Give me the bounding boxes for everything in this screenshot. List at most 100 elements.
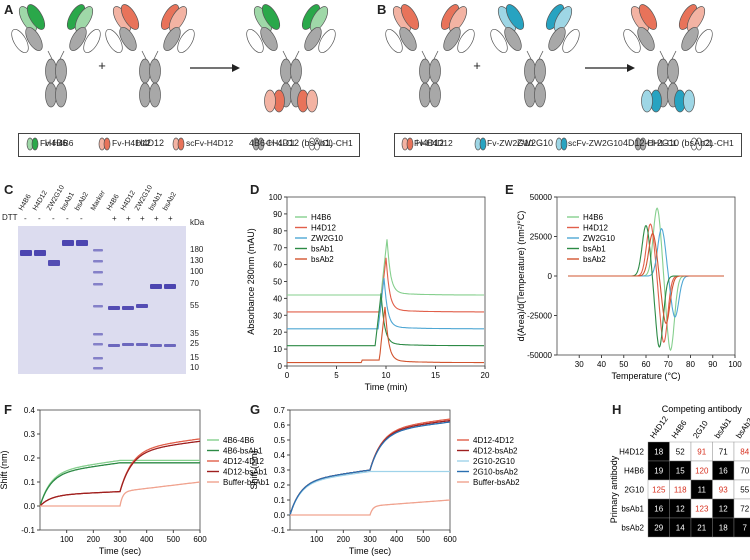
- legend-a-item-2: Fv-H4D12: [112, 138, 151, 148]
- chart-f-ytick-label: 0.0: [24, 502, 36, 511]
- kda-label: kDa: [190, 218, 205, 227]
- gel-dtt-sign: -: [66, 214, 69, 223]
- chart-h-cell: [733, 517, 750, 538]
- chart-g-ytick-label: 0.1: [274, 496, 286, 505]
- chart-g-legend-label: 2G10-2G10: [473, 457, 515, 466]
- legend-a-item-4: CH1-CL: [266, 138, 297, 148]
- gel-band: [93, 271, 103, 274]
- legend-b-item-5: CL-CH1: [703, 138, 734, 148]
- chart-f: 100 200 300 400 500 600 -0.1 0.0 0.1 0.2 0.3 0.4 Tim…: [0, 406, 270, 556]
- chart-f-ylabel: Shift (nm): [0, 450, 9, 489]
- ab-bsab1-hinge-left: [282, 50, 288, 60]
- chart-d-ytick-label: 70: [273, 244, 282, 253]
- chart-d-legend-label: H4B6: [311, 213, 332, 222]
- legend-b-icon-2-b: [479, 137, 487, 151]
- chart-h-cell-value: 91: [697, 448, 706, 457]
- chart-g-xtick-label: 600: [443, 535, 457, 544]
- chart-d-xtick-label: 0: [285, 371, 290, 380]
- chart-g-ytick-label: 0.7: [274, 406, 286, 415]
- ab-zw2g10-hinge-left: [526, 50, 532, 60]
- ab-bsab2-hinge-right: [671, 50, 677, 60]
- gel-marker-label: 180: [190, 245, 204, 254]
- chart-g-xlabel: Time (sec): [349, 546, 391, 556]
- legend-a-item-5: CL-CH1: [322, 138, 353, 148]
- chart-g-ytick-label: 0.6: [274, 421, 286, 430]
- ab-h4d12-fc-ch2-right: [149, 58, 161, 84]
- chart-f-line-4B6-bsAb1: [39, 462, 200, 507]
- legend-a-icon-1-b: [31, 137, 39, 151]
- chart-f-xlabel: Time (sec): [99, 546, 141, 556]
- ab-bsab1-fc-ch2-right: [290, 58, 302, 84]
- gel-marker-label: 35: [190, 329, 199, 338]
- chart-h-cell-value: 93: [719, 486, 728, 495]
- gel-dtt-sign: +: [168, 214, 173, 223]
- legend-b-icon-3-b: [560, 137, 568, 151]
- chart-h-cell-value: 19: [654, 467, 663, 476]
- gel-dtt-sign: -: [80, 214, 83, 223]
- chart-d-legend-label: H4D12: [311, 224, 336, 233]
- chart-g-line-4D12-4D12: [289, 418, 451, 516]
- legend-b-item-1: Fv-H4D12: [414, 138, 453, 148]
- chart-h-cell-value: 21: [697, 524, 706, 533]
- panel-a-plus: +: [98, 58, 106, 73]
- chart-d-ytick-label: 90: [273, 210, 282, 219]
- gel-band: [93, 305, 103, 308]
- ab-bsab2-hinge-left: [659, 50, 665, 60]
- gel-band: [164, 344, 176, 347]
- ab-bsab1-ch1-left: [260, 26, 278, 52]
- gel-band: [108, 306, 120, 310]
- ab-zw2g10-cl-left: [490, 28, 508, 54]
- chart-e-ytick-label: 25000: [530, 233, 553, 242]
- ab-h4d12-hinge-left: [141, 50, 147, 60]
- arrow-a-head: [232, 64, 240, 72]
- chart-d-xtick-label: 5: [334, 371, 339, 380]
- gel-dtt-sign: +: [126, 214, 131, 223]
- chart-g-legend-label: 2G10-bsAb2: [473, 468, 518, 477]
- ab-h4d12-b-hinge-right: [433, 50, 439, 60]
- chart-f-line-4B6-4B6: [39, 459, 200, 507]
- legend-a-item-3: scFv-H4D12: [186, 138, 234, 148]
- chart-f-ytick-label: 0.3: [24, 430, 36, 439]
- chart-h-ylabel: Primary antibody: [609, 455, 619, 523]
- panel-label-c: C: [4, 182, 14, 197]
- gel-band: [93, 333, 103, 336]
- chart-d-line-H4D12: [287, 257, 484, 313]
- ab-h4d12-heavy-left-tip: [120, 4, 140, 30]
- gel-marker-label: 15: [190, 353, 199, 362]
- chart-e-xtick-label: 100: [728, 360, 742, 369]
- chart-g-xtick-label: 400: [390, 535, 404, 544]
- legend-b-item-3: scFv-ZW2G10: [568, 138, 623, 148]
- panel-a-ab2-label: H4D12: [135, 138, 165, 148]
- legend-a-icon-5-b: [313, 137, 321, 151]
- gel-band: [150, 284, 162, 289]
- chart-f-xtick-label: 400: [140, 535, 154, 544]
- ab-h4d12-b-cl-right: [457, 28, 475, 54]
- gel-band: [108, 344, 120, 347]
- ab-bsab2-ch1-right: [681, 26, 699, 52]
- gel-band: [93, 249, 103, 252]
- panel-label-a: A: [4, 2, 14, 17]
- panel-label-f: F: [4, 402, 12, 417]
- chart-d-xtick-label: 15: [431, 371, 440, 380]
- chart-h-cell-value: 70: [740, 467, 749, 476]
- panel-b-legend: [394, 133, 742, 157]
- chart-h-cell-value: 12: [676, 505, 685, 514]
- ab-bsab2-fc-ch2-left: [657, 58, 669, 84]
- legend-b-item-4: CH1-CL: [647, 138, 678, 148]
- gel-band: [62, 240, 74, 246]
- chart-f-legend-label: 4D12-bsAb1: [223, 468, 268, 477]
- gel-band: [93, 260, 103, 263]
- chart-g: 100 200 300 400 500 600 -0.1 0.0 0.1 0.2 0.3 0.4 0.5…: [249, 406, 520, 556]
- chart-e-legend-label: bsAb1: [583, 245, 606, 254]
- chart-e-legend-label: ZW2G10: [583, 234, 616, 243]
- chart-g-legend-label: 4D12-4D12: [473, 436, 514, 445]
- ab-h4d12-b-cl-left: [385, 28, 403, 54]
- ab-h4d12-b-fc-ch3-left: [419, 82, 431, 108]
- gel-band: [93, 283, 103, 286]
- panel-a-legend: [18, 133, 360, 157]
- gel-band: [93, 367, 103, 370]
- chart-e-xtick-label: 80: [686, 360, 695, 369]
- panel-label-d: D: [250, 182, 260, 197]
- chart-d: 0 5 10 15 20 0 10 20 30 40 50 60 70 80 90 100 Time (min)…: [246, 193, 490, 392]
- gel-dtt-sign: -: [38, 214, 41, 223]
